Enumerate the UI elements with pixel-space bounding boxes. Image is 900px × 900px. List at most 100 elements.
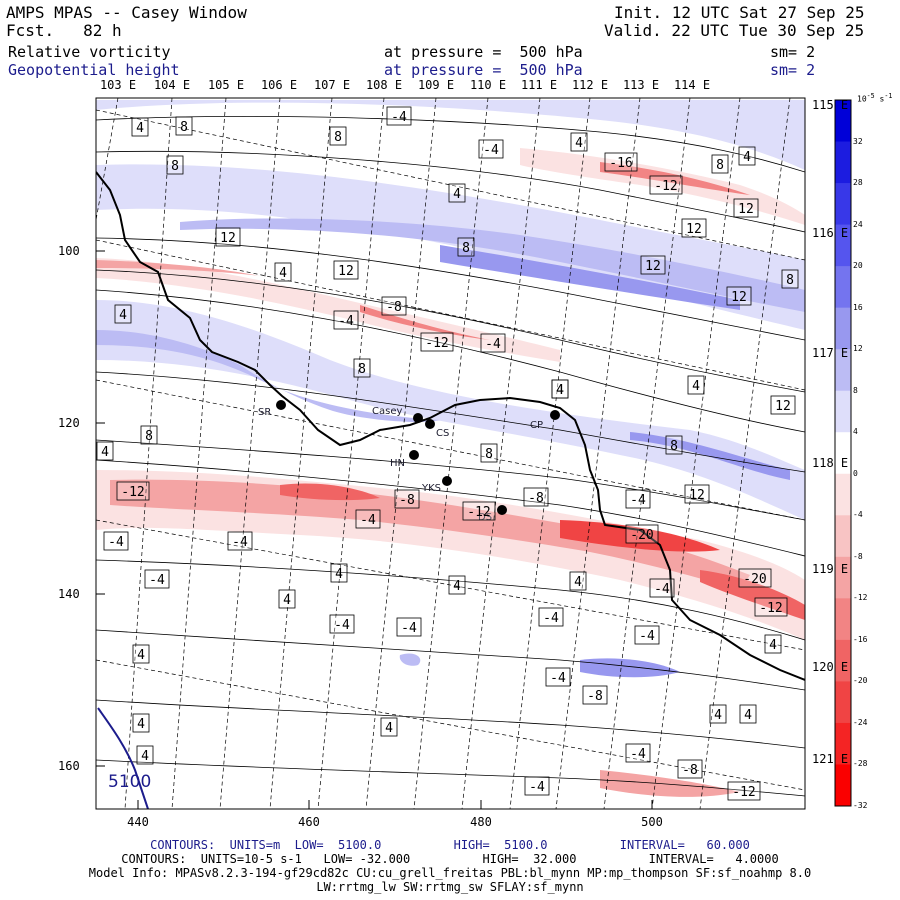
contour-label-box: [726, 286, 752, 306]
station-label-sr: SR: [258, 407, 271, 418]
contour-label-box: [709, 704, 727, 724]
contour-label-box: [764, 634, 782, 654]
colorbar-swatch: [835, 432, 851, 475]
colorbar-tick-label: 16: [853, 302, 863, 312]
contour-label-box: [684, 484, 710, 504]
contour-label-box: [523, 487, 549, 507]
shaded-field: [96, 100, 805, 797]
colorbar-tick-label: 32: [853, 136, 863, 146]
contour-label: -20: [630, 528, 653, 543]
colorbar-tick-label: 4: [853, 427, 858, 437]
contour-label-box: [665, 435, 683, 455]
station-marker-cp: [550, 410, 560, 420]
contour-label-box: [582, 685, 608, 705]
contour-label-box: [538, 607, 564, 627]
contour-label-box: [727, 781, 761, 801]
colorbar-swatch: [835, 764, 851, 807]
colorbar-swatch: [835, 224, 851, 267]
init-time: Init. 12 UTC Sat 27 Sep 25: [614, 3, 865, 22]
colorbar-tick-label: 20: [853, 261, 863, 271]
footer-vorticity-contours: CONTOURS: UNITS=10-5 s-1 LOW= -32.000 HI…: [121, 852, 779, 866]
contour-label: -12: [121, 485, 144, 500]
contour-label-box: [781, 269, 799, 289]
lon-label: 112 E: [571, 78, 609, 92]
contour-label-box: [278, 589, 296, 609]
contour-label: -12: [654, 179, 677, 194]
lon-label: 113 E: [622, 78, 660, 92]
contour-label-box: [677, 759, 703, 779]
contour-label: 4: [575, 136, 583, 151]
field2-sm: sm= 2: [770, 61, 816, 79]
contour-label-box: [132, 644, 150, 664]
contour-label: 12: [645, 259, 661, 274]
colorbar-swatch: [835, 100, 851, 143]
contour-label-box: [551, 379, 569, 399]
colorbar-tick-label: 12: [853, 344, 863, 354]
contour-label-box: [353, 358, 371, 378]
right-lon-label: 115 E: [812, 98, 849, 112]
contour-label: -4: [232, 535, 248, 550]
contour-label-box: [480, 333, 506, 353]
colorbar: [834, 99, 852, 807]
x-tick-label: 480: [470, 815, 492, 829]
lon-label: 107 E: [313, 78, 351, 92]
contour-label: 4: [141, 749, 149, 764]
field2-level: at pressure = 500 hPa: [384, 61, 583, 79]
right-lon-label: 118 E: [812, 456, 849, 470]
contour-label: -4: [391, 110, 407, 125]
contour-label: -4: [360, 513, 376, 528]
contour-label: 12: [731, 290, 747, 305]
contour-label-box: [569, 571, 587, 591]
contour-label: 8: [334, 130, 342, 145]
contour-label-box: [131, 117, 149, 137]
contour-label: 8: [786, 273, 794, 288]
contour-label-box: [739, 704, 757, 724]
contour-label-box: [330, 563, 348, 583]
contour-label-box: [754, 597, 788, 617]
contour-label-box: [394, 489, 420, 509]
field1-level: at pressure = 500 hPa: [384, 43, 583, 61]
contour-label-box: [386, 106, 412, 126]
contour-label-box: [166, 155, 184, 175]
footer-model-physics: LW:rrtmg_lw SW:rrtmg_sw SFLAY:sf_mynn: [316, 880, 584, 894]
contour-label: -12: [759, 601, 782, 616]
colorbar-tick-label: -12: [853, 593, 868, 603]
lon-label: 103 E: [99, 78, 137, 92]
station-label-casey: Casey: [372, 406, 402, 417]
contour-label: 12: [775, 399, 791, 414]
contour-label: -8: [587, 689, 603, 704]
contour-label: 12: [220, 231, 236, 246]
colorbar-swatch: [835, 598, 851, 641]
contour-label: 4: [283, 593, 291, 608]
lon-label: 114 E: [673, 78, 711, 92]
lon-label: 109 E: [417, 78, 455, 92]
contour-label: -4: [401, 621, 417, 636]
station-label-cs: CS: [436, 428, 449, 439]
contour-label-box: [570, 132, 588, 152]
colorbar-swatch: [835, 349, 851, 392]
contour-label: -4: [630, 747, 646, 762]
contour-label-box: [132, 713, 150, 733]
station-label-ds: DS: [478, 512, 492, 523]
contour-label: -8: [399, 493, 415, 508]
contour-label: -8: [682, 763, 698, 778]
station-label-cp: CP: [530, 420, 543, 431]
contour-label-box: [448, 575, 466, 595]
colorbar-swatch: [835, 390, 851, 433]
contour-label-box: [355, 509, 381, 529]
contour-label-box: [770, 395, 796, 415]
contour-label: 4: [692, 379, 700, 394]
contour-label-box: [420, 332, 454, 352]
contour-label: -16: [609, 156, 632, 171]
contour-label-box: [96, 441, 114, 461]
contour-label-box: [175, 116, 193, 136]
colorbar-tick-label: -32: [853, 801, 868, 810]
contour-label-box: [478, 139, 504, 159]
colorbar-unit: 10-5 s-1: [857, 92, 893, 104]
colorbar-swatch: [835, 681, 851, 724]
height-5100-label: 5100: [108, 772, 151, 792]
contour-label: 4: [137, 648, 145, 663]
right-lon-label: 121 E: [812, 752, 849, 766]
colorbar-tick-label: 0: [853, 468, 858, 478]
